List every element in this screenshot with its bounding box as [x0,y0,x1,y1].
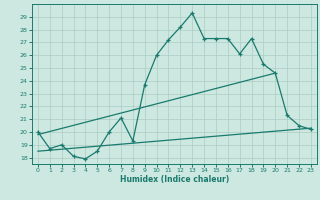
X-axis label: Humidex (Indice chaleur): Humidex (Indice chaleur) [120,175,229,184]
